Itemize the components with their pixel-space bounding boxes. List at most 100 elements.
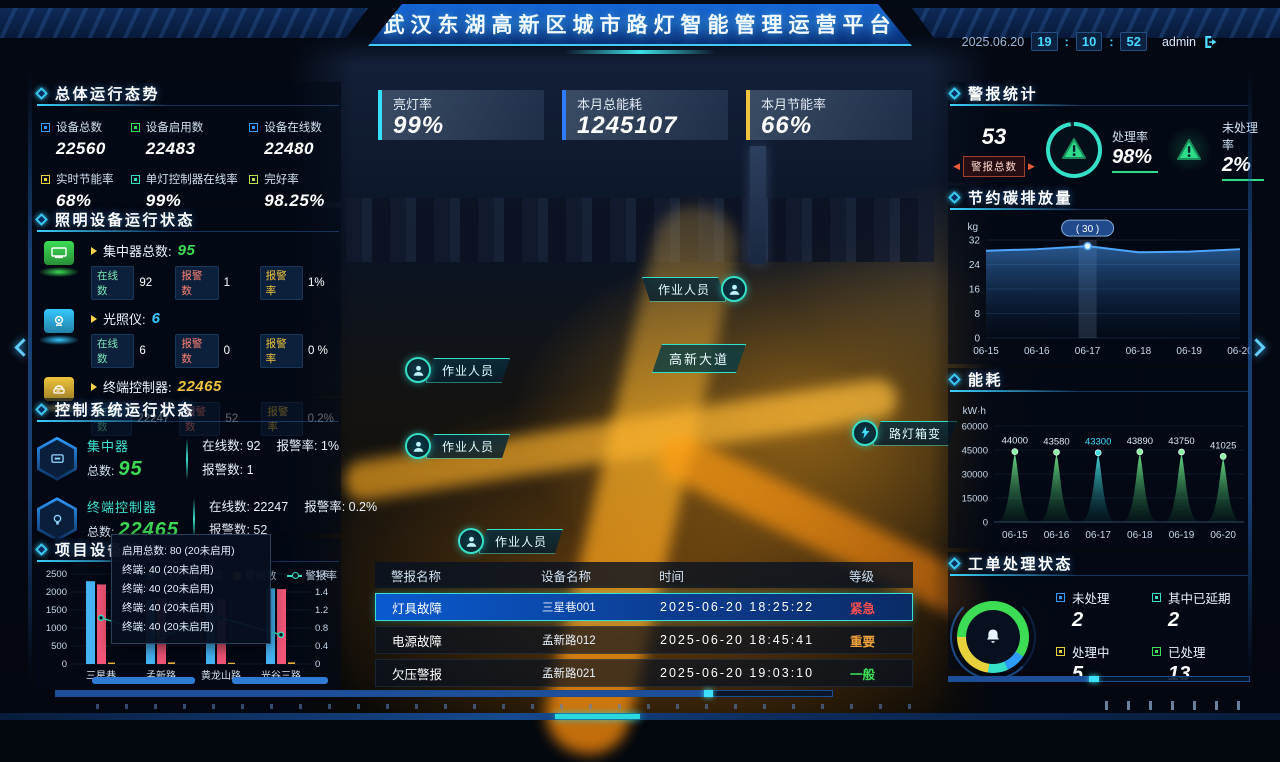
arrow-left-icon: ◀	[953, 160, 960, 171]
svg-text:41025: 41025	[1210, 440, 1236, 451]
transformer-tag-label: 路灯箱变	[873, 421, 957, 446]
panel-title: 能耗	[968, 372, 1004, 389]
stat-saving-rate: 实时节能率 68%	[41, 171, 131, 211]
panel-header: 节约碳排放量	[948, 186, 1248, 210]
clock-colon: :	[1064, 34, 1069, 49]
alarm-count-label: 报警数	[175, 266, 219, 300]
panel-title: 警报统计	[968, 86, 1039, 103]
worker-tag-label: 作业人员	[642, 277, 726, 302]
diamond-icon	[948, 87, 961, 100]
header-left-decoration	[0, 8, 368, 38]
map-tag-road[interactable]: 高新大道	[652, 344, 746, 373]
svg-text:1.6: 1.6	[315, 569, 328, 580]
panel-title: 总体运行态势	[55, 86, 161, 103]
map-tag-worker-3[interactable]: 作业人员	[405, 433, 510, 459]
city-tower	[750, 146, 766, 264]
alarm-count-label: 报警数	[175, 334, 219, 368]
panel-header: 能耗	[948, 368, 1248, 392]
worker-pin-icon	[405, 433, 431, 459]
map-tag-worker-2[interactable]: 作业人员	[405, 357, 510, 383]
map-tag-transformer[interactable]: 路灯箱变	[852, 420, 957, 446]
svg-text:06-20: 06-20	[1210, 530, 1236, 541]
svg-text:06-18: 06-18	[1126, 346, 1152, 357]
right-scrollbar-track[interactable]	[948, 676, 1250, 682]
worker-tag-label: 作业人员	[426, 434, 510, 459]
stat-bullet-icon	[249, 122, 259, 132]
city-skyline	[346, 198, 934, 262]
clock-colon: :	[1109, 34, 1114, 49]
svg-text:0: 0	[983, 518, 988, 529]
svg-text:30000: 30000	[962, 470, 988, 481]
svg-text:2500: 2500	[46, 569, 67, 580]
svg-text:06-16: 06-16	[1044, 530, 1070, 541]
chart-tooltip: 启用总数: 80 (20未启用) 终端: 40 (20未启用) 终端: 40 (…	[111, 534, 271, 645]
legend-alarm-rate[interactable]: 警报率	[286, 568, 337, 583]
bottom-scrollbar-thumb[interactable]	[704, 690, 713, 697]
table-row[interactable]: 电源故障 孟新路012 2025-06-20 18:45:41 重要	[375, 626, 913, 654]
worker-pin-icon	[458, 528, 484, 554]
workorder-unprocessed: 未处理 2	[1056, 588, 1152, 632]
worker-pin-icon	[405, 357, 431, 383]
warning-triangle-icon	[1062, 138, 1086, 159]
concentrator-icon	[37, 241, 81, 277]
diamond-icon	[948, 557, 961, 570]
unprocessed-rate: 未处理率 2%	[1222, 119, 1265, 181]
alarm-table-header: 警报名称 设备名称 时间 等级	[375, 562, 913, 588]
svg-text:32: 32	[969, 236, 981, 247]
alarm-total-block: 53 ◀ 警报总数 ▶	[950, 124, 1038, 177]
svg-text:0.8: 0.8	[315, 623, 328, 634]
bottom-scrollbar-track[interactable]	[55, 690, 833, 697]
svg-text:( 30 ): ( 30 )	[1076, 224, 1099, 235]
svg-text:0.4: 0.4	[315, 641, 328, 652]
map-tag-worker-1[interactable]: 作业人员	[642, 276, 748, 302]
svg-text:06-15: 06-15	[1002, 530, 1028, 541]
arrow-icon	[91, 382, 97, 391]
lightning-icon	[852, 420, 878, 446]
right-scrollbar-thumb[interactable]	[1089, 676, 1099, 682]
map-tag-worker-4[interactable]: 作业人员	[458, 528, 563, 554]
svg-text:kW·h: kW·h	[963, 406, 986, 417]
stat-bullet-icon	[41, 122, 50, 132]
hexagon-concentrator-icon	[37, 436, 77, 481]
panel-header: 照明设备运行状态	[35, 208, 339, 232]
worker-tag-label: 作业人员	[479, 529, 563, 554]
diamond-icon	[35, 403, 48, 416]
online-count-label: 在线数	[91, 334, 135, 368]
panel-header: 工单处理状态	[948, 552, 1248, 576]
panel-title: 控制系统运行状态	[55, 402, 196, 419]
table-row[interactable]: 欠压警报 孟新路021 2025-06-20 19:03:10 一般	[375, 659, 913, 687]
scrollbar-fill	[949, 677, 1089, 681]
username-label: admin	[1161, 34, 1196, 49]
bottom-bars-decoration	[1105, 701, 1255, 710]
energy-spike-chart: 0 15000 30000 45000 60000 kW·h 44000 06-15 43580…	[962, 406, 1244, 541]
stat-bullet-icon	[249, 174, 259, 184]
svg-text:43750: 43750	[1168, 436, 1194, 447]
processed-rate: 处理率 98%	[1112, 128, 1159, 173]
lighting-row-concentrator: 集中器总数: 95 在线数 92 报警数 1 报警率 1%	[37, 241, 339, 300]
diamond-icon	[948, 191, 961, 204]
bottom-tick-decoration	[96, 704, 936, 709]
worker-pin-icon	[721, 276, 748, 302]
datazoom-slider-1[interactable]	[92, 677, 195, 684]
svg-text:8: 8	[974, 309, 980, 320]
workorder-processing: 处理中 5	[1056, 642, 1152, 686]
svg-text:06-17: 06-17	[1075, 346, 1101, 357]
svg-text:06-19: 06-19	[1176, 346, 1202, 357]
svg-text:kg: kg	[967, 222, 978, 233]
svg-text:2000: 2000	[46, 587, 67, 598]
hexagon-terminal-icon	[37, 497, 77, 542]
logout-icon[interactable]	[1203, 35, 1218, 49]
warning-triangle-icon	[1166, 127, 1213, 173]
arrow-icon	[91, 246, 97, 255]
stat-bullet-icon	[130, 122, 140, 132]
kpi-lighting-rate: 亮灯率 99%	[378, 90, 544, 140]
light-meter-icon	[37, 309, 81, 345]
datazoom-slider-2[interactable]	[232, 677, 328, 684]
table-row[interactable]: 灯具故障 三星巷001 2025-06-20 18:25:22 紧急	[375, 593, 913, 621]
panel-header: 警报统计	[948, 82, 1248, 106]
workorder-donut-chart	[950, 594, 1036, 680]
workorder-delayed: 其中已延期 2	[1152, 588, 1248, 632]
svg-text:06-15: 06-15	[973, 346, 999, 357]
lighting-row-light-meter: 光照仪: 6 在线数 6 报警数 0 报警率 0 %	[37, 309, 339, 368]
